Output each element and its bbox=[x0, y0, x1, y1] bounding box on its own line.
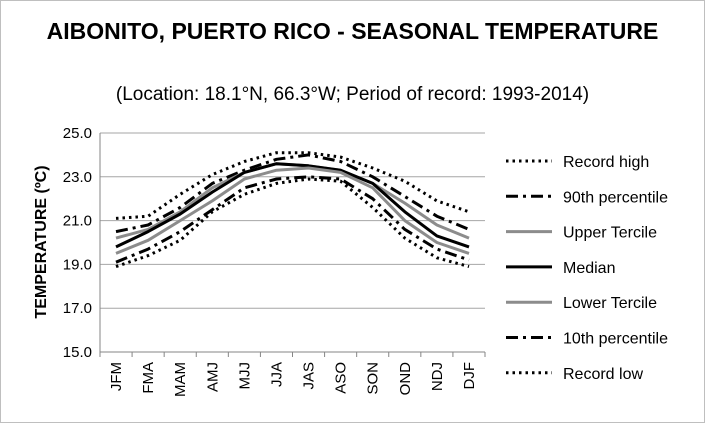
x-tick-label: OND bbox=[397, 362, 414, 396]
series-line bbox=[115, 177, 470, 269]
legend-label: Record high bbox=[563, 154, 649, 171]
series-line bbox=[115, 175, 470, 264]
y-tick-label: 19.0 bbox=[63, 256, 92, 273]
y-tick-label: 23.0 bbox=[63, 169, 92, 186]
y-ticks: 15.0 17.0 19.0 21.0 23.0 25.0 bbox=[63, 125, 92, 361]
x-tick-label: JFM bbox=[108, 362, 125, 391]
series-lines bbox=[115, 151, 470, 269]
legend-label: Median bbox=[563, 260, 615, 277]
y-axis-label: TEMPERATURE (ºC) bbox=[33, 165, 50, 318]
y-tick-label: 15.0 bbox=[63, 344, 92, 361]
series-line bbox=[115, 153, 470, 234]
y-tick-label: 17.0 bbox=[63, 300, 92, 317]
chart-title: AIBONITO, PUERTO RICO - SEASONAL TEMPERA… bbox=[46, 18, 659, 44]
series-line bbox=[115, 151, 470, 220]
y-tick-label: 25.0 bbox=[63, 125, 92, 142]
x-tick-label: FMA bbox=[140, 362, 157, 394]
x-tick-label: JJA bbox=[268, 362, 285, 387]
y-tick-label: 21.0 bbox=[63, 213, 92, 230]
x-tick-label: DJF bbox=[461, 362, 478, 390]
legend-label: 90th percentile bbox=[563, 189, 668, 206]
chart-subtitle: (Location: 18.1°N, 66.3°W; Period of rec… bbox=[115, 84, 590, 105]
x-tick-label: NDJ bbox=[429, 362, 446, 391]
series-line bbox=[115, 162, 470, 249]
x-tick-label: JAS bbox=[301, 362, 318, 390]
series-line bbox=[115, 166, 470, 255]
legend: Record high 90th percentile Upper Tercile M… bbox=[506, 154, 668, 383]
x-tick-label: AMJ bbox=[204, 362, 221, 392]
x-tick-label: MJJ bbox=[236, 362, 253, 390]
legend-label: Lower Tercile bbox=[563, 295, 657, 312]
legend-label: Record low bbox=[563, 366, 643, 383]
x-tick-label: MAM bbox=[172, 362, 189, 397]
x-tick-label: SON bbox=[365, 362, 382, 395]
legend-label: 10th percentile bbox=[563, 331, 668, 348]
x-ticks: JFM FMA MAM AMJ MJJ JJA JAS ASO SON OND NDJ DJF bbox=[99, 352, 486, 397]
x-tick-label: ASO bbox=[333, 362, 350, 394]
legend-label: Upper Tercile bbox=[563, 225, 657, 242]
